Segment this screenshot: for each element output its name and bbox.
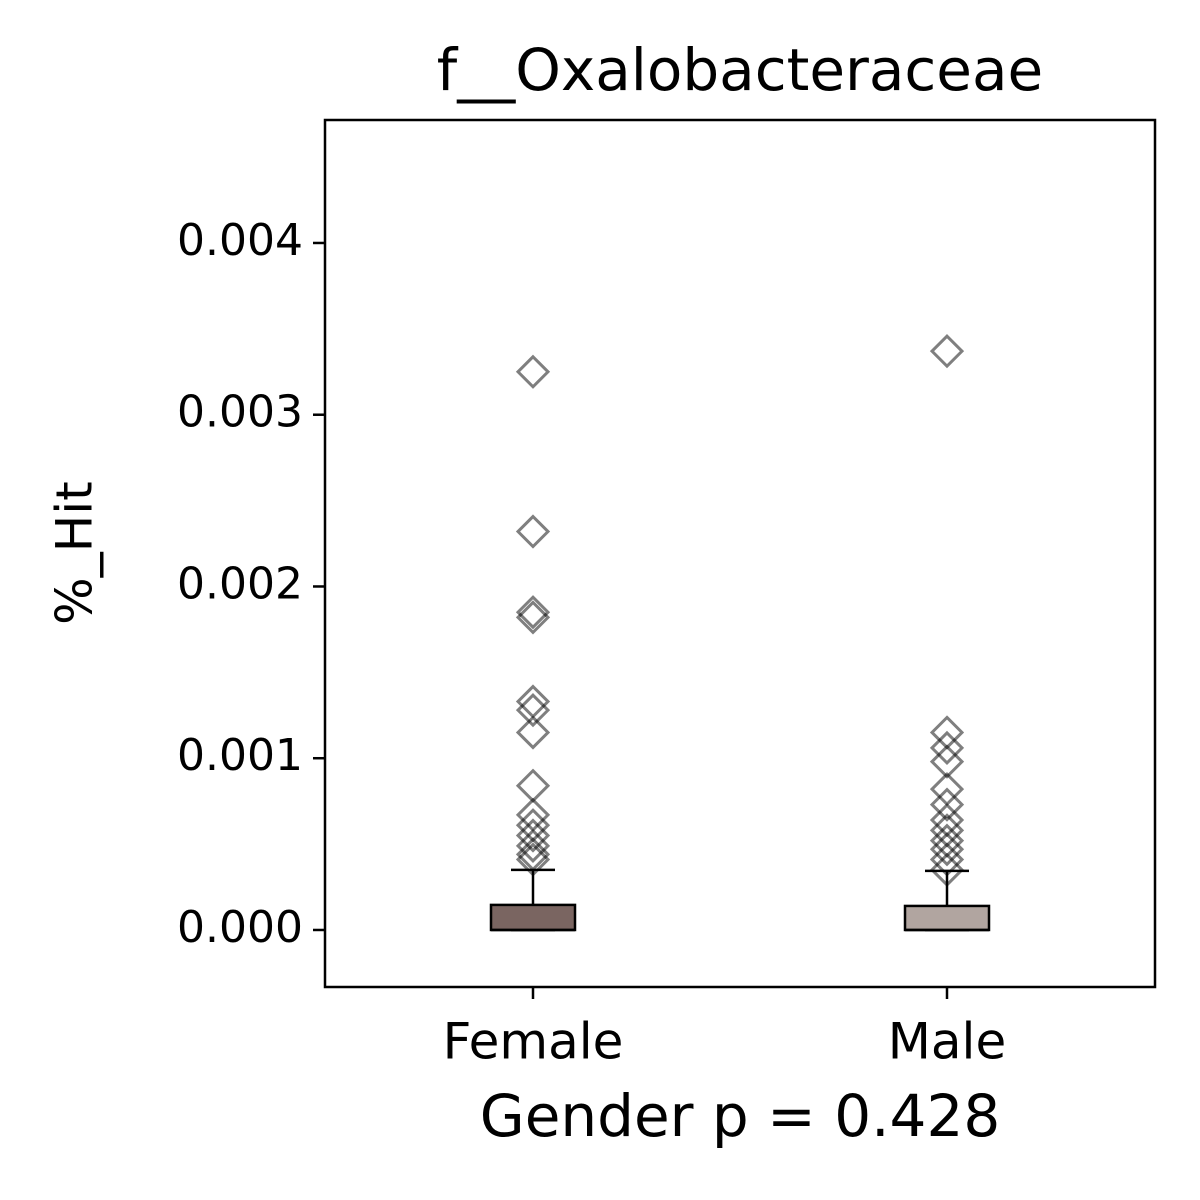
outlier xyxy=(929,334,965,369)
outlier xyxy=(929,744,965,779)
outlier xyxy=(515,837,551,872)
box xyxy=(903,904,991,932)
x-axis-label: Gender p = 0.428 xyxy=(480,1082,1001,1150)
y-tick-label: 0.001 xyxy=(177,730,303,781)
outlier xyxy=(929,787,965,822)
outlier xyxy=(929,730,965,766)
y-tick-label: 0.002 xyxy=(177,558,303,609)
outlier xyxy=(929,852,965,887)
outlier xyxy=(515,514,551,549)
outlier xyxy=(515,595,551,630)
outlier xyxy=(515,768,551,803)
outlier xyxy=(515,797,551,833)
outlier xyxy=(515,828,551,863)
y-axis-label: %_Hit xyxy=(46,481,104,625)
y-tick-label: 0.004 xyxy=(177,215,303,266)
y-tick-label: 0.003 xyxy=(177,387,303,438)
outlier xyxy=(515,842,551,877)
x-tick-label: Male xyxy=(888,1013,1006,1071)
x-tick-label: Female xyxy=(443,1013,624,1071)
box xyxy=(489,903,577,932)
outlier xyxy=(929,842,965,877)
outlier xyxy=(515,818,551,853)
y-tick-label: 0.000 xyxy=(177,902,303,953)
outlier xyxy=(929,823,965,858)
outlier xyxy=(929,832,965,867)
plot-frame xyxy=(323,118,1157,989)
outlier xyxy=(515,715,551,750)
outlier xyxy=(515,808,551,843)
outlier xyxy=(515,684,551,719)
outlier xyxy=(515,600,551,635)
outlier xyxy=(515,693,551,728)
chart-title: f__Oxalobacteraceae xyxy=(437,36,1043,104)
outlier xyxy=(515,354,551,389)
